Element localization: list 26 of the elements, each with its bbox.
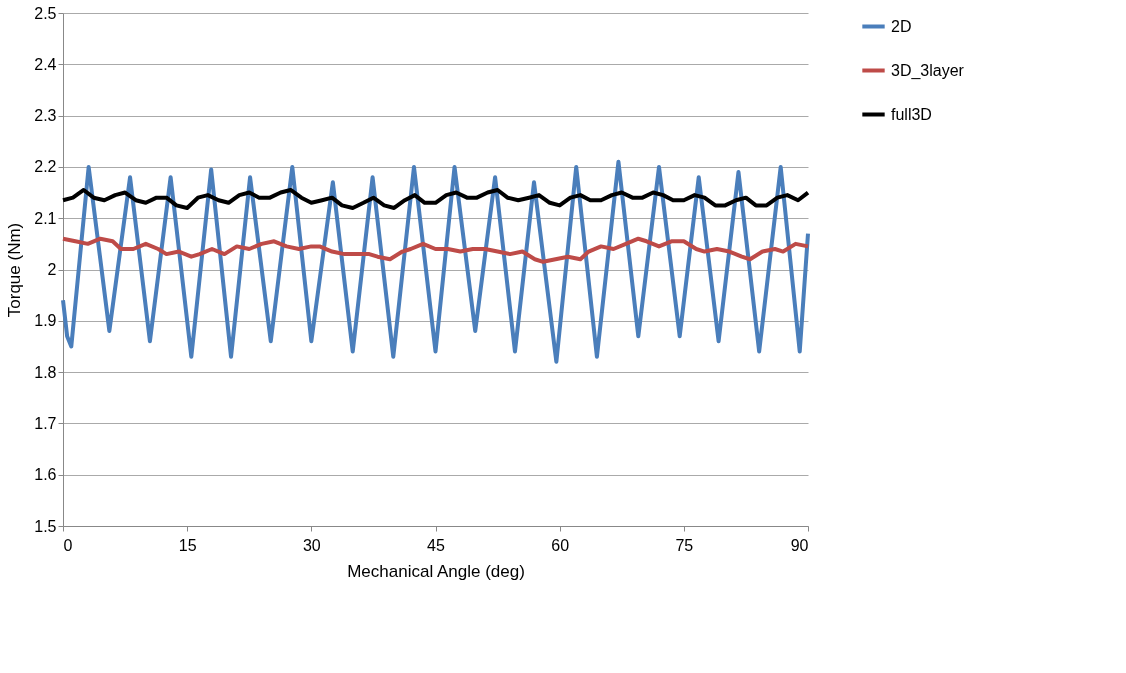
x-tick-label: 15 [178, 536, 197, 554]
legend-label: full3D [891, 105, 932, 123]
line-series [61, 159, 810, 364]
legend-label: 2D [891, 17, 912, 35]
legend-label: 3D_3layer [891, 61, 965, 80]
x-tick-label: 90 [790, 536, 809, 554]
x-tick-label: 30 [302, 536, 321, 554]
x-tick-label: 0 [63, 536, 73, 554]
y-axis-title: Torque (Nm) [5, 222, 25, 318]
line-series [61, 187, 810, 210]
y-tick-label: 1.7 [34, 414, 57, 432]
y-tick-label: 1.5 [34, 517, 57, 535]
y-tick-label: 2.2 [34, 158, 57, 176]
y-tick-label: 1.9 [34, 312, 57, 330]
y-tick-label: 1.8 [34, 363, 57, 381]
y-tick-label: 2.1 [34, 209, 57, 227]
y-tick-label: 2 [47, 261, 57, 278]
y-tick-label: 2.3 [34, 107, 57, 125]
x-axis-title: Mechanical Angle (deg) [347, 561, 525, 581]
y-tick-label: 2.5 [34, 4, 57, 22]
x-tick-label: 45 [427, 536, 445, 554]
x-tick-label: 60 [551, 536, 570, 554]
line-series [61, 236, 810, 264]
y-tick-label: 1.6 [34, 466, 57, 484]
x-tick-label: 75 [675, 536, 694, 554]
y-tick-label: 2.4 [34, 55, 57, 73]
